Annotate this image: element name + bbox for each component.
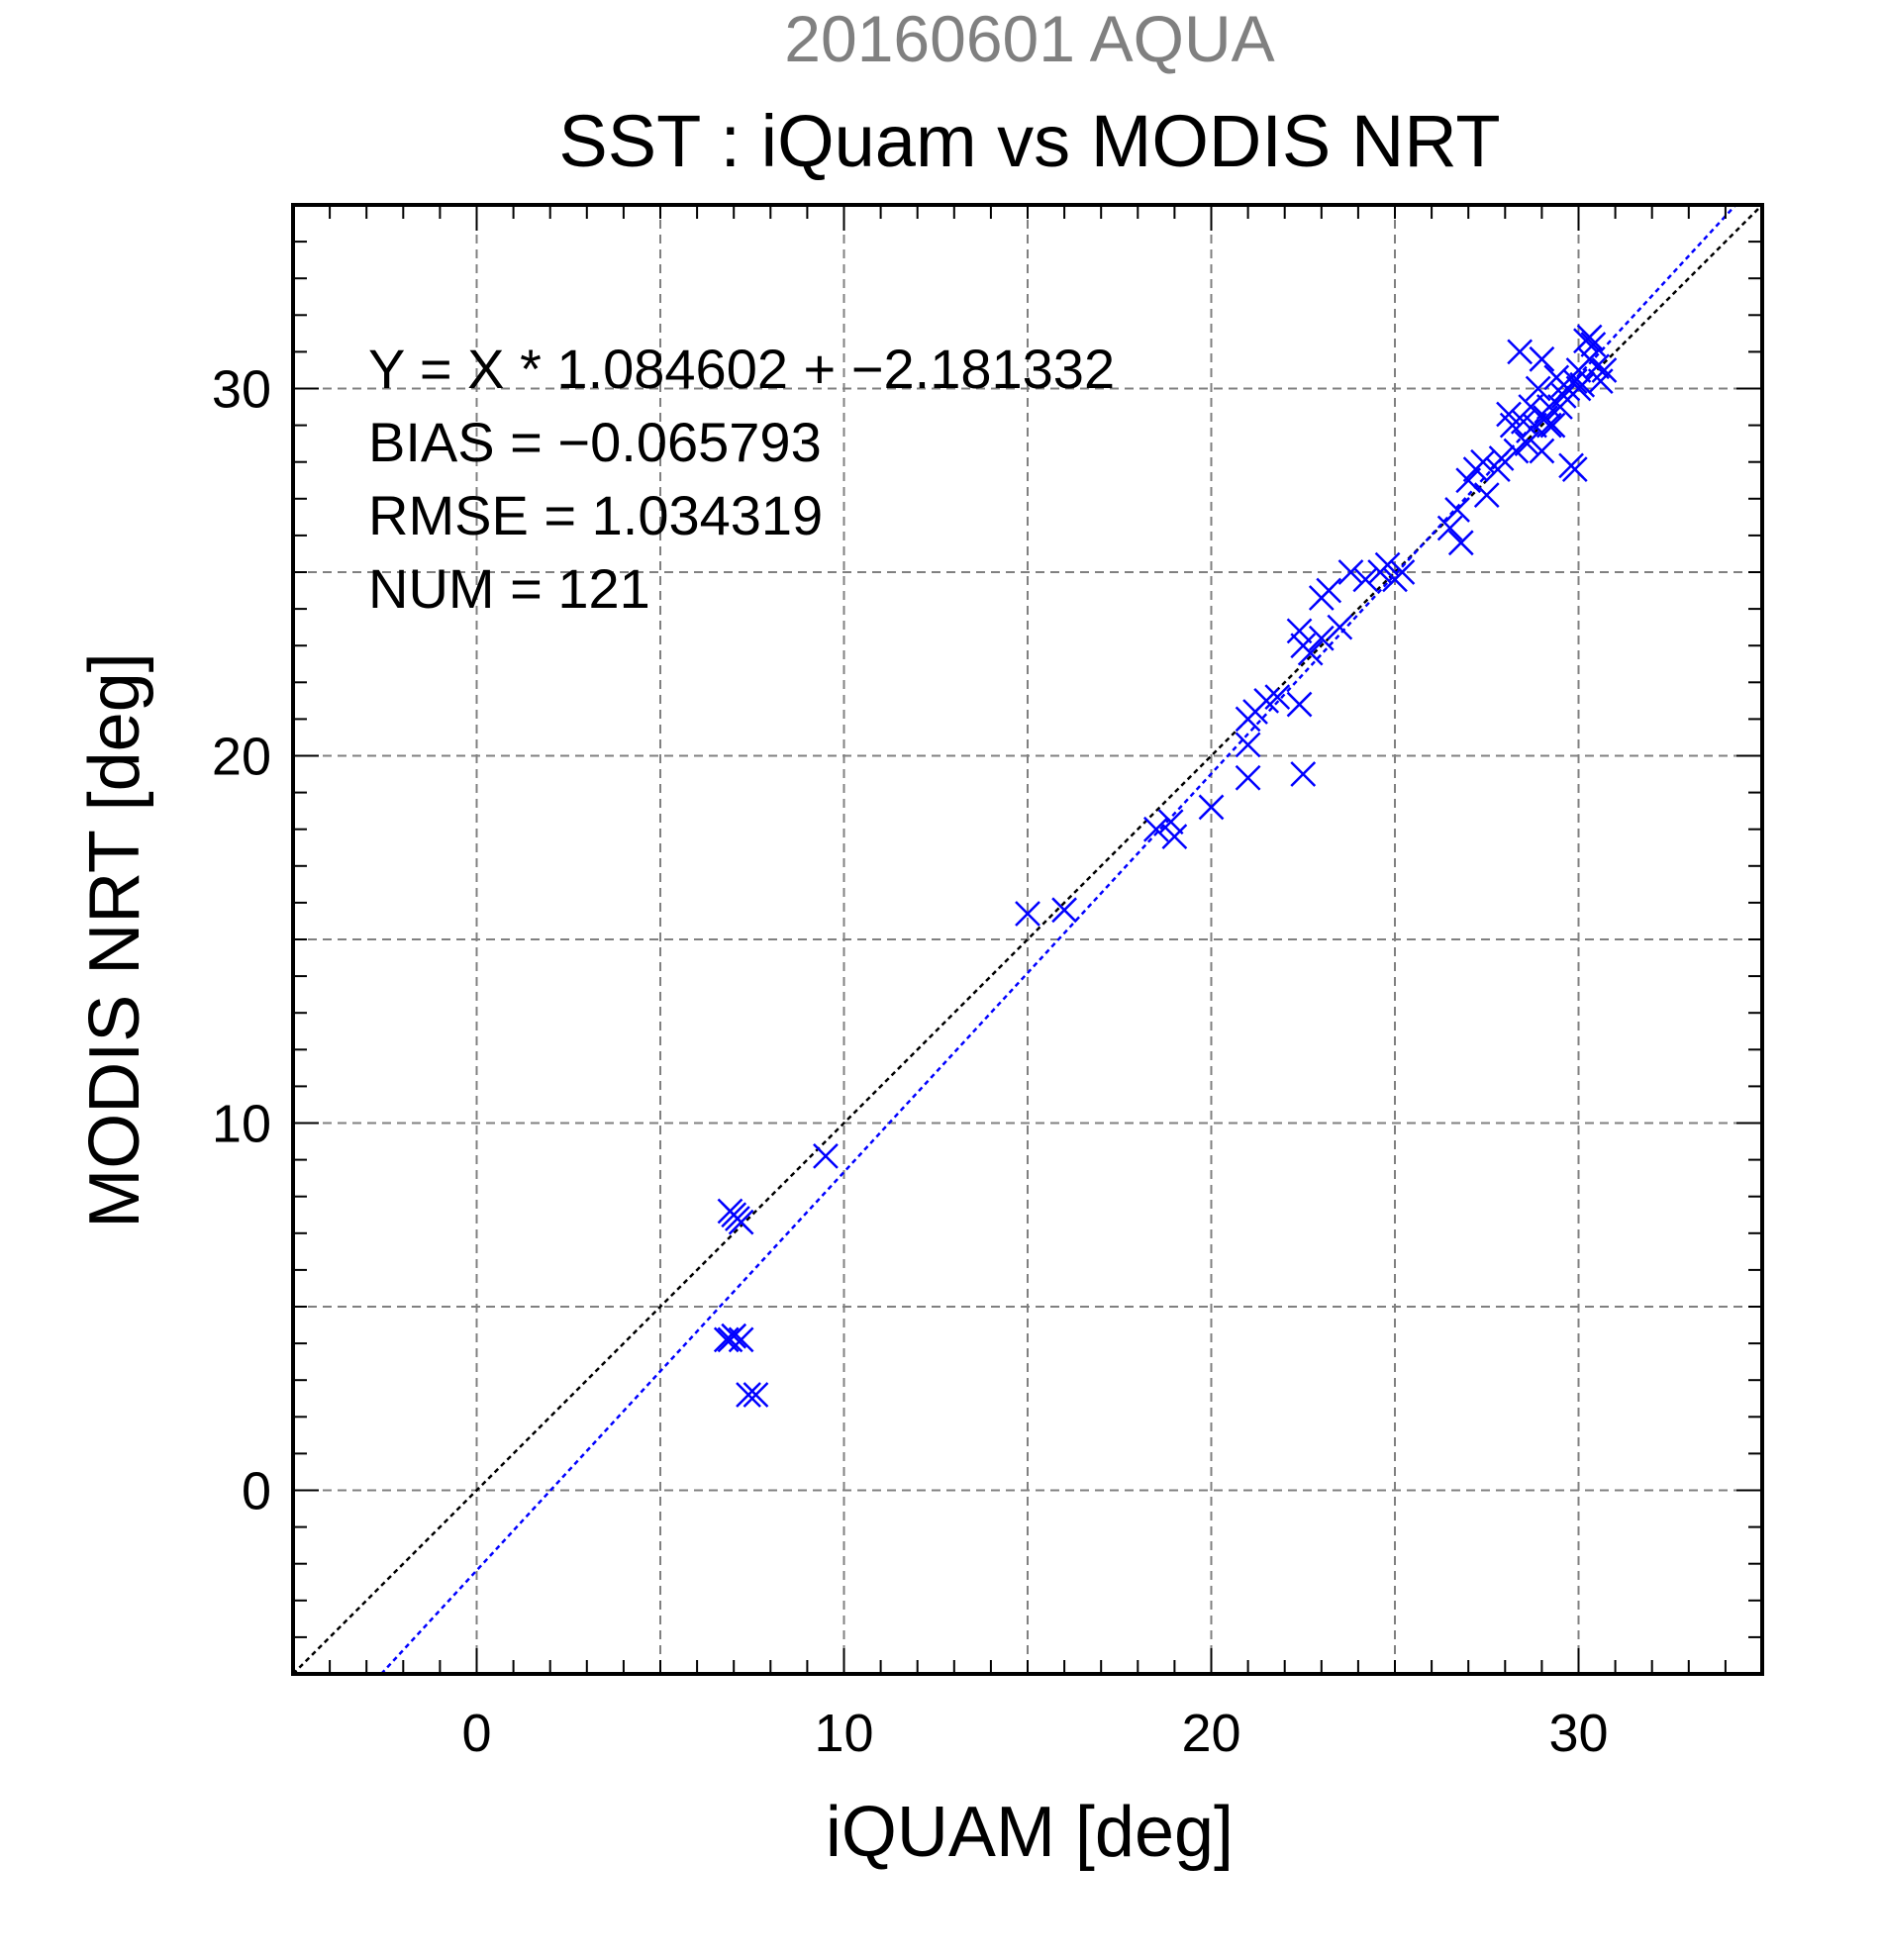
data-points (713, 324, 1618, 1408)
data-point (1308, 625, 1335, 651)
chart-subtitle: 20160601 AQUA (784, 2, 1274, 75)
y-tick-label: 0 (242, 1462, 271, 1521)
data-point (1514, 431, 1540, 457)
data-point (1198, 794, 1225, 821)
rmse-value: RMSE = 1.034319 (368, 484, 823, 546)
data-point (1235, 732, 1261, 758)
bias-value: BIAS = −0.065793 (368, 411, 822, 473)
data-point (1503, 438, 1530, 464)
data-point (813, 1143, 839, 1169)
data-point (1297, 639, 1324, 666)
data-point (1529, 345, 1555, 372)
data-point (728, 1326, 754, 1353)
data-point (1580, 332, 1607, 357)
data-point (1444, 497, 1470, 523)
chart-title: SST : iQuam vs MODIS NRT (558, 100, 1500, 182)
data-point (1015, 901, 1040, 927)
regression-equation: Y = X * 1.084602 + −2.181332 (368, 338, 1115, 400)
data-point (1337, 559, 1364, 585)
data-point (1352, 566, 1379, 593)
data-point (1576, 324, 1603, 350)
tick-labels: 0 10 20 30 0 10 20 30 (212, 360, 1609, 1764)
data-point (1550, 383, 1577, 409)
data-point (1286, 618, 1313, 644)
data-point (1561, 456, 1588, 483)
plot-frame (291, 203, 1764, 1676)
data-point (1473, 482, 1500, 508)
data-point (717, 1198, 743, 1225)
data-point (1447, 530, 1474, 556)
y-tick-label: 20 (212, 728, 271, 787)
data-point (1235, 764, 1261, 791)
data-point (1535, 412, 1562, 439)
data-point (1161, 824, 1188, 850)
y-tick-label: 10 (212, 1095, 271, 1154)
data-point (1327, 614, 1353, 640)
fit-line (380, 204, 1737, 1675)
data-point (1550, 371, 1577, 398)
data-point (721, 1323, 747, 1349)
data-point (1290, 761, 1317, 787)
data-point (1286, 691, 1313, 718)
data-point (1389, 559, 1416, 585)
data-point (742, 1382, 769, 1408)
y-tick-label: 30 (212, 360, 271, 420)
data-point (1436, 515, 1463, 541)
stats-box: Y = X * 1.084602 + −2.181332 BIAS = −0.0… (368, 338, 1115, 620)
data-point (1584, 353, 1610, 380)
data-point (1374, 551, 1401, 578)
grid (293, 205, 1762, 1674)
data-point (1525, 375, 1551, 402)
data-point (713, 1326, 740, 1353)
data-point (1142, 816, 1169, 842)
x-tick-label: 30 (1548, 1704, 1608, 1763)
num-value: NUM = 121 (368, 557, 650, 620)
data-point (1316, 577, 1342, 604)
data-point (1565, 375, 1592, 402)
data-point (1507, 339, 1534, 365)
x-tick-label: 0 (461, 1704, 491, 1763)
data-point (736, 1382, 761, 1408)
data-point (1157, 809, 1184, 835)
x-tick-label: 10 (814, 1704, 873, 1763)
data-point (1539, 412, 1566, 439)
data-point (1591, 357, 1618, 383)
data-point (1264, 684, 1291, 711)
x-axis-label: iQUAM [deg] (826, 1793, 1234, 1872)
data-point (1455, 467, 1482, 494)
data-point (1529, 438, 1555, 464)
data-point (1051, 897, 1077, 924)
y-axis-label: MODIS NRT [deg] (75, 652, 154, 1228)
data-point (1488, 445, 1515, 471)
x-tick-label: 20 (1181, 1704, 1240, 1763)
